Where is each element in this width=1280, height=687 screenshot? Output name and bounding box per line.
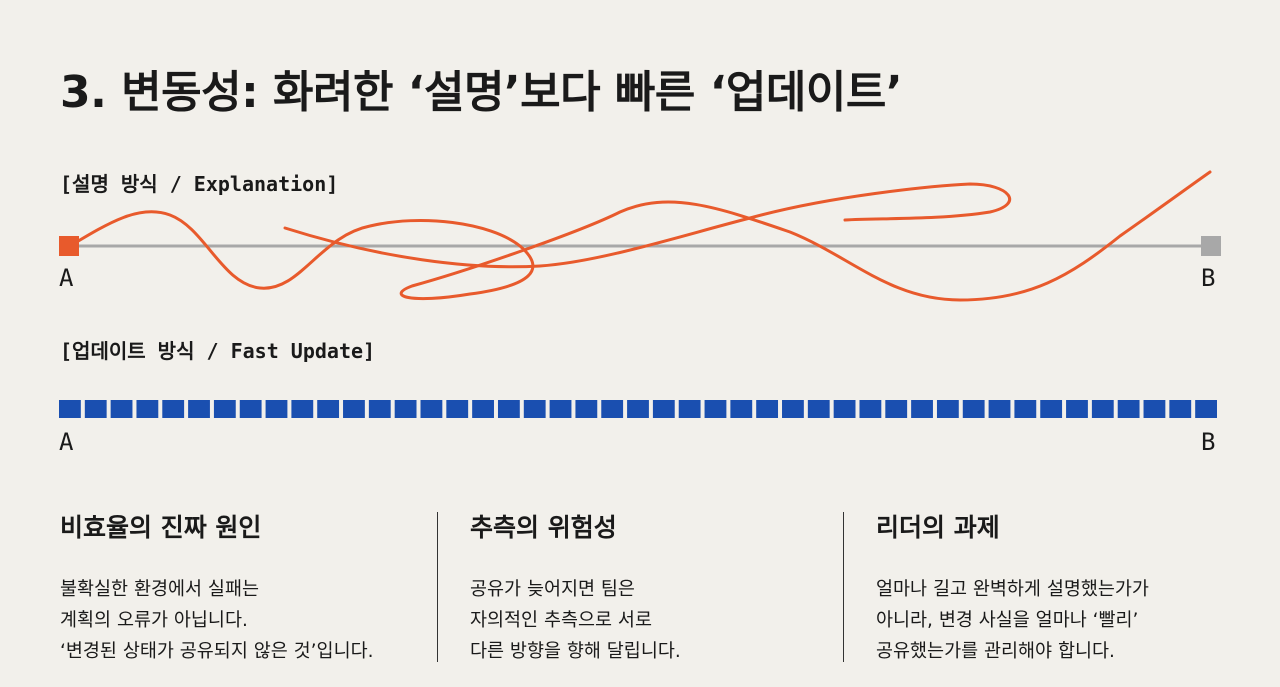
- fast-update-segment: [1195, 400, 1217, 418]
- fast-update-segment: [859, 400, 882, 418]
- column-line: 자의적인 추측으로 서로: [470, 610, 652, 631]
- fast-update-segment: [110, 400, 133, 418]
- fast-update-segment: [911, 400, 933, 418]
- fast-update-segment: [988, 400, 1011, 418]
- explanation-end-label: B: [1201, 264, 1216, 292]
- fast-update-segment: [291, 400, 314, 418]
- fast-update-segment: [368, 400, 391, 418]
- fast-update-segment: [523, 400, 546, 418]
- page-title: 3. 변동성: 화려한 ‘설명’보다 빠른 ‘업데이트’: [60, 67, 903, 118]
- explanation-end-marker: [1201, 236, 1221, 256]
- fast-update-segment: [704, 400, 727, 418]
- column-inefficiency: 비효율의 진짜 원인 불확실한 환경에서 실패는 계획의 오류가 아닙니다. ‘…: [60, 508, 420, 667]
- column-leader-task: 리더의 과제 얼마나 길고 완벽하게 설명했는가가 아니라, 변경 사실을 얼마…: [876, 508, 1236, 667]
- fast-update-segment: [343, 400, 365, 418]
- fast-update-segment: [601, 400, 624, 418]
- column-line: 공유가 늦어지면 팀은: [470, 579, 635, 600]
- fast-update-segment: [756, 400, 779, 418]
- fast-update-segment: [936, 400, 959, 418]
- fast-update-segment: [213, 400, 236, 418]
- fast-update-segment: [1066, 400, 1088, 418]
- fast-update-segment: [1040, 400, 1063, 418]
- fast-update-label: [업데이트 방식 / Fast Update]: [60, 339, 376, 363]
- fast-update-segment: [84, 400, 107, 418]
- column-line: 다른 방향을 향해 달립니다.: [470, 641, 681, 662]
- fast-update-segment: [807, 400, 830, 418]
- explanation-label: [설명 방식 / Explanation]: [60, 172, 339, 196]
- column-heading: 리더의 과제: [876, 513, 1000, 542]
- fast-update-end-label: B: [1201, 428, 1216, 456]
- column-line: 얼마나 길고 완벽하게 설명했는가가: [876, 579, 1149, 600]
- fast-update-segment: [265, 400, 288, 418]
- fast-update-segment: [1014, 400, 1037, 418]
- fast-update-segment: [782, 400, 804, 418]
- column-line: 불확실한 환경에서 실패는: [60, 579, 259, 600]
- fast-update-segment: [1169, 400, 1192, 418]
- fast-update-start-label: A: [59, 428, 74, 456]
- fast-update-segments: [59, 400, 1217, 418]
- explanation-start-label: A: [59, 264, 74, 292]
- fast-update-segment: [317, 400, 340, 418]
- fast-update-segment: [833, 400, 856, 418]
- fast-update-segment: [1091, 400, 1114, 418]
- fast-update-segment: [549, 400, 572, 418]
- fast-update-segment: [59, 400, 81, 418]
- fast-update-segment: [962, 400, 985, 418]
- fast-update-segment: [162, 400, 185, 418]
- column-heading: 비효율의 진짜 원인: [60, 513, 262, 542]
- fast-update-segment: [730, 400, 753, 418]
- fast-update-segment: [472, 400, 494, 418]
- fast-update-segment: [497, 400, 520, 418]
- column-line: 아니라, 변경 사실을 얼마나 ‘빨리’: [876, 610, 1139, 631]
- column-line: ‘변경된 상태가 공유되지 않은 것’입니다.: [60, 641, 374, 662]
- column-divider: [843, 512, 844, 662]
- explanation-wandering-path-2: [283, 182, 1012, 269]
- column-risk: 추측의 위험성 공유가 늦어지면 팀은 자의적인 추측으로 서로 다른 방향을 …: [470, 508, 830, 667]
- explanation-wandering-path: [68, 170, 1212, 302]
- fast-update-segment: [1117, 400, 1140, 418]
- fast-update-segment: [885, 400, 908, 418]
- fast-update-segment: [575, 400, 598, 418]
- explanation-start-marker: [59, 236, 79, 256]
- column-line: 계획의 오류가 아닙니다.: [60, 610, 248, 631]
- column-line: 공유했는가를 관리해야 합니다.: [876, 641, 1115, 662]
- fast-update-segment: [1143, 400, 1166, 418]
- column-divider: [437, 512, 438, 662]
- fast-update-segment: [239, 400, 262, 418]
- fast-update-segment: [394, 400, 417, 418]
- fast-update-segment: [136, 400, 159, 418]
- fast-update-segment: [652, 400, 675, 418]
- fast-update-segment: [188, 400, 210, 418]
- column-heading: 추측의 위험성: [470, 513, 617, 542]
- fast-update-segment: [678, 400, 701, 418]
- fast-update-segment: [420, 400, 443, 418]
- fast-update-segment: [627, 400, 649, 418]
- fast-update-segment: [446, 400, 469, 418]
